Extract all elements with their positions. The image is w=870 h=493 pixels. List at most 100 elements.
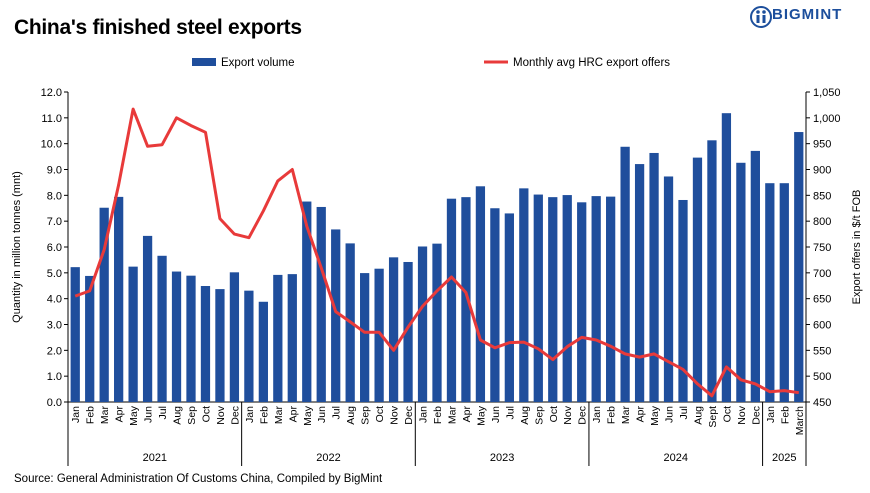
y-tick-label-right: 600 xyxy=(813,320,831,332)
x-tick-label: Jun xyxy=(316,406,328,423)
bar xyxy=(171,271,182,402)
y-tick-label-left: 4.0 xyxy=(47,294,62,306)
x-tick-label: Nov xyxy=(736,405,748,424)
x-tick-label: Oct xyxy=(721,406,733,422)
legend-label-export-volume: Export volume xyxy=(221,57,295,69)
legend-label-hrc-offers: Monthly avg HRC export offers xyxy=(513,57,670,69)
y-tick-label-right: 450 xyxy=(813,397,831,409)
x-tick-label: Feb xyxy=(606,406,618,424)
x-tick-label: Dec xyxy=(577,406,589,425)
bar xyxy=(504,213,514,402)
bar xyxy=(663,176,674,402)
bar xyxy=(374,268,384,402)
y-tick-label-right: 1,050 xyxy=(813,87,841,99)
x-tick-label: Sept xyxy=(707,406,719,428)
bar xyxy=(258,301,268,402)
x-tick-label: Sep xyxy=(186,406,198,425)
bar xyxy=(490,208,500,402)
bar xyxy=(316,206,326,402)
bar xyxy=(577,202,587,402)
x-tick-label: Apr xyxy=(461,406,473,423)
bar xyxy=(794,132,804,402)
x-tick-label: Mar xyxy=(620,406,632,425)
x-tick-label: March xyxy=(794,406,806,435)
x-tick-label: Nov xyxy=(389,405,401,424)
bar xyxy=(707,140,717,402)
x-tick-label: Jul xyxy=(157,406,169,419)
year-label: 2024 xyxy=(664,452,688,464)
x-tick-label: Feb xyxy=(432,406,444,424)
x-tick-label: Dec xyxy=(403,406,415,425)
x-tick-label: Aug xyxy=(172,406,184,425)
x-tick-label: Jan xyxy=(244,406,256,423)
bar xyxy=(765,183,775,402)
chart: Export volume Monthly avg HRC export off… xyxy=(11,57,863,466)
year-label: 2022 xyxy=(316,452,340,464)
x-tick-label: May xyxy=(649,405,661,426)
x-tick-label: Jan xyxy=(765,406,777,423)
y-tick-label-left: 8.0 xyxy=(47,190,62,202)
y-tick-label-right: 950 xyxy=(813,139,831,151)
y-tick-label-right: 750 xyxy=(813,242,831,254)
bar xyxy=(186,275,196,402)
line-series xyxy=(74,107,800,398)
bar xyxy=(128,266,138,402)
y-tick-label-right: 650 xyxy=(813,294,831,306)
bar xyxy=(736,162,746,402)
x-tick-label: Aug xyxy=(519,406,531,425)
bar xyxy=(606,196,616,402)
x-tick-label: Jan xyxy=(70,406,82,423)
x-tick-label: Apr xyxy=(635,406,647,423)
bar xyxy=(721,113,732,402)
y-tick-label-right: 500 xyxy=(813,371,831,383)
bar xyxy=(533,194,543,402)
bar xyxy=(446,198,457,402)
x-tick-label: Aug xyxy=(345,406,357,425)
x-tick-label: Jun xyxy=(490,406,502,423)
x-tick-label: May xyxy=(128,405,140,426)
bar xyxy=(779,183,789,402)
x-tick-label: May xyxy=(475,405,487,426)
bigmint-logo-icon xyxy=(750,6,772,28)
bar xyxy=(360,273,370,402)
x-tick-label: Feb xyxy=(258,406,270,424)
x-tick-label: Mar xyxy=(99,406,111,425)
bar xyxy=(200,286,211,402)
series-line-hrc-offers xyxy=(74,107,800,398)
y-tick-label-left: 3.0 xyxy=(47,320,62,332)
bar xyxy=(432,243,442,402)
x-axis-labels: Jan Feb Mar Apr May Jun Jul Aug Sep Oct Nov Dec Jan F… xyxy=(67,402,807,466)
bar xyxy=(273,274,283,402)
y-tick-label-left: 9.0 xyxy=(47,165,62,177)
bar xyxy=(302,201,312,402)
brand-name: BIGMINT xyxy=(772,6,843,23)
y-tick-label-left: 1.0 xyxy=(47,371,62,383)
y-tick-label-right: 1,000 xyxy=(813,113,841,125)
x-tick-label: Oct xyxy=(200,406,212,422)
y-tick-label-right: 900 xyxy=(813,165,831,177)
x-tick-label: Jul xyxy=(504,406,516,419)
x-tick-label: Feb xyxy=(779,406,791,424)
bar xyxy=(99,207,109,402)
bar xyxy=(475,186,486,402)
bar-series xyxy=(70,113,804,402)
bar xyxy=(692,157,703,402)
y-tick-label-left: 12.0 xyxy=(41,87,62,99)
x-tick-label: Nov xyxy=(215,405,227,424)
y-tick-label-left: 11.0 xyxy=(41,113,62,125)
y-axis-title-left: Quantity in million tonnes (mnt) xyxy=(11,171,23,323)
year-label: 2021 xyxy=(143,452,167,464)
bar xyxy=(649,152,659,402)
bar xyxy=(215,289,225,402)
bar xyxy=(244,290,254,402)
y-tick-label-right: 800 xyxy=(813,216,831,228)
bar xyxy=(331,229,341,402)
x-tick-label: Mar xyxy=(446,406,458,425)
bar xyxy=(461,197,471,402)
bar xyxy=(750,150,760,402)
y-tick-label-left: 7.0 xyxy=(47,216,62,228)
x-tick-label: Jun xyxy=(664,406,676,423)
y-tick-label-right: 700 xyxy=(813,268,831,280)
y-tick-label-left: 6.0 xyxy=(47,242,62,254)
bar xyxy=(114,196,124,402)
